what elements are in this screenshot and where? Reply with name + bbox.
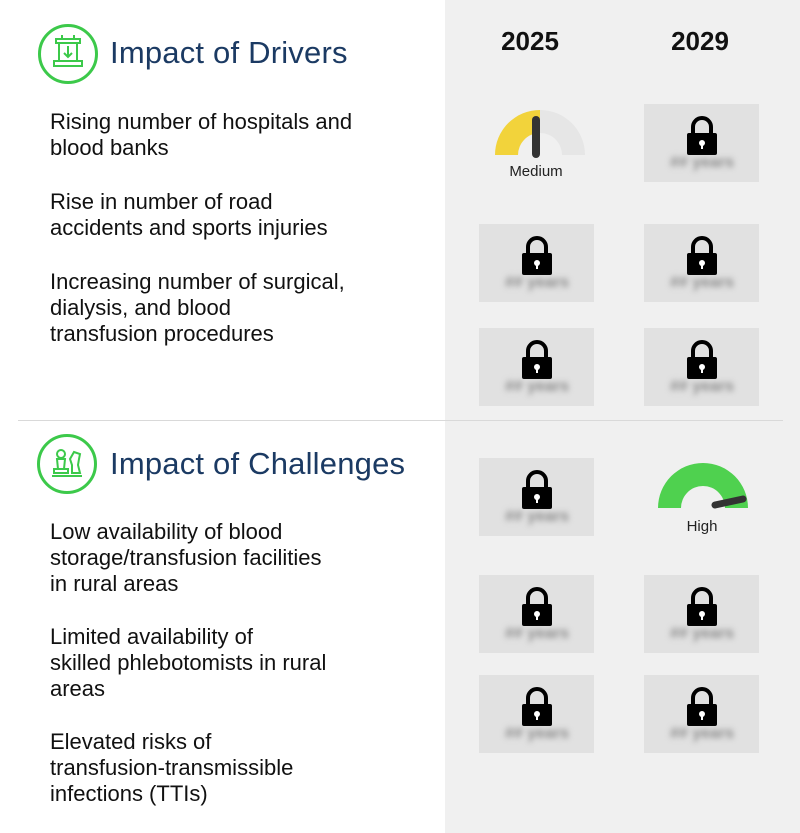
lock-icon <box>522 236 552 275</box>
locked-cell-driver3-2029[interactable]: ## years <box>644 328 759 406</box>
lock-icon <box>687 687 717 726</box>
medium-gauge-label: Medium <box>509 163 563 180</box>
locked-cell-challenge2-2029[interactable]: ## years <box>644 575 759 653</box>
high-gauge-label: High <box>686 518 718 535</box>
locked-placeholder-text: ## years <box>669 274 735 291</box>
locked-placeholder-text: ## years <box>504 725 570 742</box>
locked-cell-challenge1-2025[interactable]: ## years <box>479 458 594 536</box>
locked-cell-driver3-2025[interactable]: ## years <box>479 328 594 406</box>
locked-placeholder-text: ## years <box>504 625 570 642</box>
driver-item-2: Rise in number of road accidents and spo… <box>50 189 328 240</box>
locked-cell-driver2-2029[interactable]: ## years <box>644 224 759 302</box>
year-header-2025: 2025 <box>501 26 559 56</box>
locked-cell-challenge3-2029[interactable]: ## years <box>644 675 759 753</box>
driver-item-3: Increasing number of surgical, dialysis,… <box>50 269 345 346</box>
lock-icon <box>522 340 552 379</box>
locked-cell-challenge2-2025[interactable]: ## years <box>479 575 594 653</box>
challenge-item-2: Limited availability of skilled phleboto… <box>50 624 327 701</box>
lock-icon <box>687 116 717 155</box>
challenge-item-3: Elevated risks of transfusion-transmissi… <box>50 729 294 806</box>
locked-placeholder-text: ## years <box>504 378 570 395</box>
lock-icon <box>687 236 717 275</box>
locked-placeholder-text: ## years <box>504 508 570 525</box>
locked-placeholder-text: ## years <box>669 625 735 642</box>
locked-cell-driver2-2025[interactable]: ## years <box>479 224 594 302</box>
challenges-section-title: Impact of Challenges <box>110 446 406 481</box>
locked-placeholder-text: ## years <box>669 154 735 171</box>
medium-gauge <box>495 110 585 158</box>
locked-placeholder-text: ## years <box>669 725 735 742</box>
locked-cell-driver1-2029[interactable]: ## years <box>644 104 759 182</box>
chess-icon <box>37 434 97 494</box>
drivers-section-title: Impact of Drivers <box>110 35 348 70</box>
locked-placeholder-text: ## years <box>669 378 735 395</box>
year-header-2029: 2029 <box>671 26 729 56</box>
challenge-item-1: Low availability of blood storage/transf… <box>50 519 322 596</box>
lock-icon <box>687 340 717 379</box>
lock-icon <box>522 470 552 509</box>
lock-icon <box>522 587 552 626</box>
locked-placeholder-text: ## years <box>504 274 570 291</box>
drivers-icon <box>38 24 98 84</box>
high-gauge <box>658 463 748 509</box>
section-divider <box>18 420 783 421</box>
lock-icon <box>522 687 552 726</box>
driver-item-1: Rising number of hospitals and blood ban… <box>50 109 353 160</box>
locked-cell-challenge3-2025[interactable]: ## years <box>479 675 594 753</box>
lock-icon <box>687 587 717 626</box>
